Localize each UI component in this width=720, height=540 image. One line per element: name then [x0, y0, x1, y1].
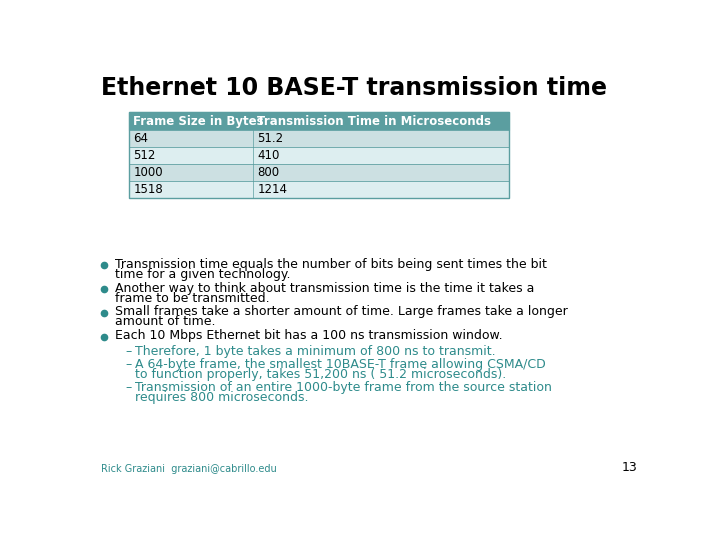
Text: amount of time.: amount of time. — [114, 315, 215, 328]
Bar — [129, 112, 508, 198]
Text: –: – — [126, 381, 132, 394]
Text: 410: 410 — [258, 149, 280, 162]
Text: Another way to think about transmission time is the time it takes a: Another way to think about transmission … — [114, 281, 534, 295]
Text: Transmission of an entire 1000-byte frame from the source station: Transmission of an entire 1000-byte fram… — [135, 381, 552, 394]
Text: Ethernet 10 BASE-T transmission time: Ethernet 10 BASE-T transmission time — [101, 76, 607, 99]
Text: 1214: 1214 — [258, 183, 287, 196]
Text: to function properly, takes 51,200 ns ( 51.2 microseconds).: to function properly, takes 51,200 ns ( … — [135, 368, 506, 381]
Text: frame to be transmitted.: frame to be transmitted. — [114, 292, 269, 305]
Text: 512: 512 — [133, 149, 156, 162]
Text: 51.2: 51.2 — [258, 132, 284, 145]
Text: Transmission Time in Microseconds: Transmission Time in Microseconds — [258, 114, 491, 127]
Bar — [129, 130, 508, 147]
Text: requires 800 microseconds.: requires 800 microseconds. — [135, 391, 308, 404]
Bar — [129, 164, 508, 181]
Bar — [129, 181, 508, 198]
Text: 800: 800 — [258, 166, 279, 179]
Text: 1000: 1000 — [133, 166, 163, 179]
Text: time for a given technology.: time for a given technology. — [114, 268, 290, 281]
Text: Rick Graziani  graziani@cabrillo.edu: Rick Graziani graziani@cabrillo.edu — [101, 464, 276, 475]
Text: –: – — [126, 345, 132, 357]
Text: 13: 13 — [621, 462, 637, 475]
Text: Frame Size in Bytes: Frame Size in Bytes — [133, 114, 264, 127]
Text: Transmission time equals the number of bits being sent times the bit: Transmission time equals the number of b… — [114, 258, 546, 271]
Text: Small frames take a shorter amount of time. Large frames take a longer: Small frames take a shorter amount of ti… — [114, 306, 567, 319]
Bar — [129, 147, 508, 164]
Bar — [129, 112, 508, 130]
Text: 64: 64 — [133, 132, 148, 145]
Text: –: – — [126, 358, 132, 371]
Text: A 64-byte frame, the smallest 10BASE-T frame allowing CSMA/CD: A 64-byte frame, the smallest 10BASE-T f… — [135, 358, 546, 371]
Text: 1518: 1518 — [133, 183, 163, 196]
Text: Therefore, 1 byte takes a minimum of 800 ns to transmit.: Therefore, 1 byte takes a minimum of 800… — [135, 345, 495, 357]
Text: Each 10 Mbps Ethernet bit has a 100 ns transmission window.: Each 10 Mbps Ethernet bit has a 100 ns t… — [114, 329, 503, 342]
